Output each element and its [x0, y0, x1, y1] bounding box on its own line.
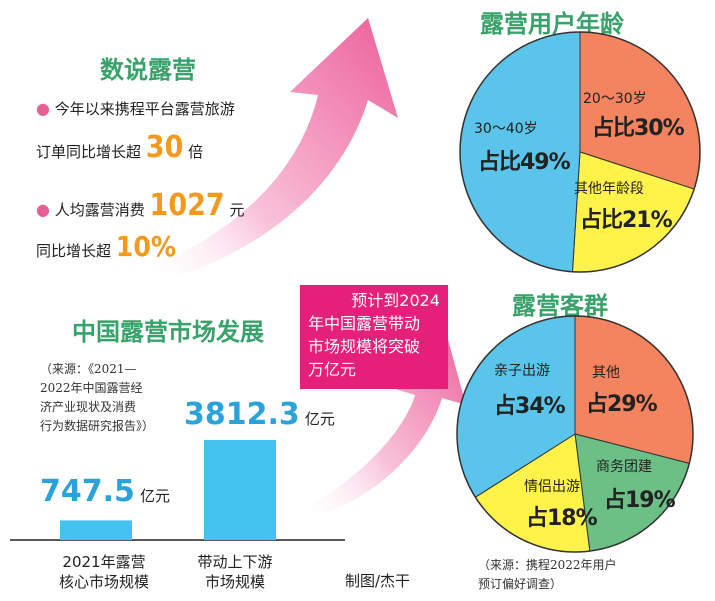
bar2-category-line: 带动上下游	[197, 553, 273, 571]
bar1-unit: 亿元	[140, 487, 171, 505]
bar1-value-label: 747.5 亿元	[40, 474, 170, 509]
chart-credit: 制图/杰干	[345, 572, 411, 590]
pie1-slice-pct-0: 占比30%	[592, 110, 685, 142]
pie2-source-line: （来源：携程2022年用户	[478, 558, 617, 572]
pie2-source-line: 预订偏好调查）	[478, 577, 563, 591]
pie2-pct-text: 占34%	[494, 394, 566, 419]
forecast-callout: 预计到2024 年中国露营带动 市场规模将突破 万亿元	[300, 285, 448, 389]
section-title-stats: 数说露营	[100, 56, 196, 84]
market-source: （来源：《2021— 2022年中国露营经 济产业现状及消费 行为数据研究报告》…	[40, 360, 154, 436]
pie1-slice-label-1: 其他年龄段	[574, 181, 644, 197]
pie2-pct-text: 占19%	[604, 488, 676, 513]
pie1-pct-text: 占比49%	[478, 150, 571, 175]
bar2-value-label: 3812.3 亿元	[184, 397, 335, 432]
pie2-slice-pct-1: 占19%	[604, 482, 676, 514]
pie1-slice-pct-1: 占比21%	[580, 202, 673, 234]
bar1-category: 2021年露营 核心市场规模	[40, 552, 168, 592]
callout-line: 万亿元	[308, 360, 357, 379]
pie1-slice-label-2: 30～40岁	[474, 121, 538, 137]
market-source-line: 济产业现状及消费	[40, 400, 137, 414]
bar-2	[204, 440, 276, 540]
pie2-outline	[456, 315, 694, 553]
bar2-category: 带动上下游 市场规模	[180, 552, 290, 592]
bullet-dot-icon: ●	[36, 99, 50, 118]
bar1-category-line: 核心市场规模	[58, 573, 149, 591]
bar-1	[60, 520, 132, 540]
pie2-slice-pct-0: 占29%	[586, 386, 658, 418]
pie2-slice-label-2: 情侣出游	[524, 479, 580, 495]
pie2-slice-pct-2: 占18%	[526, 500, 598, 532]
stat1-unit: 倍	[188, 143, 204, 161]
stat1-prefix: 订单同比增长超	[36, 143, 142, 161]
pie2-slice-label-1: 商务团建	[596, 459, 652, 475]
pie2-slice-label-0: 其他	[592, 365, 620, 381]
pie1-outline	[459, 31, 701, 273]
callout-line: 年中国露营带动	[308, 314, 421, 333]
pie1-slice-pct-2: 占比49%	[478, 144, 571, 176]
stat1-line2: 订单同比增长超 30 倍	[36, 130, 203, 165]
pie1-slice-label-0: 20～30岁	[583, 91, 647, 107]
pie2-slice-label-3: 亲子出游	[494, 363, 550, 379]
bar1-value: 747.5	[40, 474, 135, 509]
pie2-slice-pct-3: 占34%	[494, 388, 566, 420]
stat2-value: 1027	[149, 188, 225, 223]
market-source-line: （来源：《2021—	[40, 362, 137, 376]
stat1-line1: ● 今年以来携程平台露营旅游	[36, 98, 235, 119]
market-source-line: 2022年中国露营经	[40, 381, 143, 395]
upper-arrow-shape	[150, 18, 398, 285]
callout-line: 市场规模将突破	[308, 337, 421, 356]
stat2-line: ● 人均露营消费 1027 元	[36, 188, 244, 223]
callout-line: 预计到2024	[351, 291, 440, 310]
bar2-value: 3812.3	[184, 397, 300, 432]
stat2-unit: 元	[229, 201, 245, 219]
bar1-category-line: 2021年露营	[62, 553, 146, 571]
stat3-value: 10%	[115, 230, 177, 263]
stat3-prefix: 同比增长超	[36, 242, 112, 260]
market-title: 中国露营市场发展	[72, 318, 264, 346]
pie2-title: 露营客群	[512, 292, 608, 320]
stat1-text: 今年以来携程平台露营旅游	[54, 100, 235, 118]
pie2-pct-text: 占29%	[586, 392, 658, 417]
bullet-dot-icon: ●	[36, 200, 50, 219]
pie1-pct-text: 占比30%	[592, 116, 685, 141]
stat3-line: 同比增长超 10%	[36, 230, 176, 263]
stat2-prefix: 人均露营消费	[54, 201, 145, 219]
pie1-pct-text: 占比21%	[580, 208, 673, 233]
pie2-pct-text: 占18%	[526, 506, 598, 531]
pie2-source: （来源：携程2022年用户 预订偏好调查）	[478, 556, 617, 594]
stat1-value: 30	[145, 130, 184, 165]
market-source-line: 行为数据研究报告》）	[40, 419, 155, 433]
bar2-unit: 亿元	[304, 410, 335, 428]
bar2-category-line: 市场规模	[204, 573, 265, 591]
